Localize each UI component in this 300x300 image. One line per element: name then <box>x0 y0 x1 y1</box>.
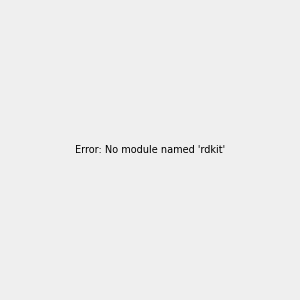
Text: Error: No module named 'rdkit': Error: No module named 'rdkit' <box>75 145 225 155</box>
